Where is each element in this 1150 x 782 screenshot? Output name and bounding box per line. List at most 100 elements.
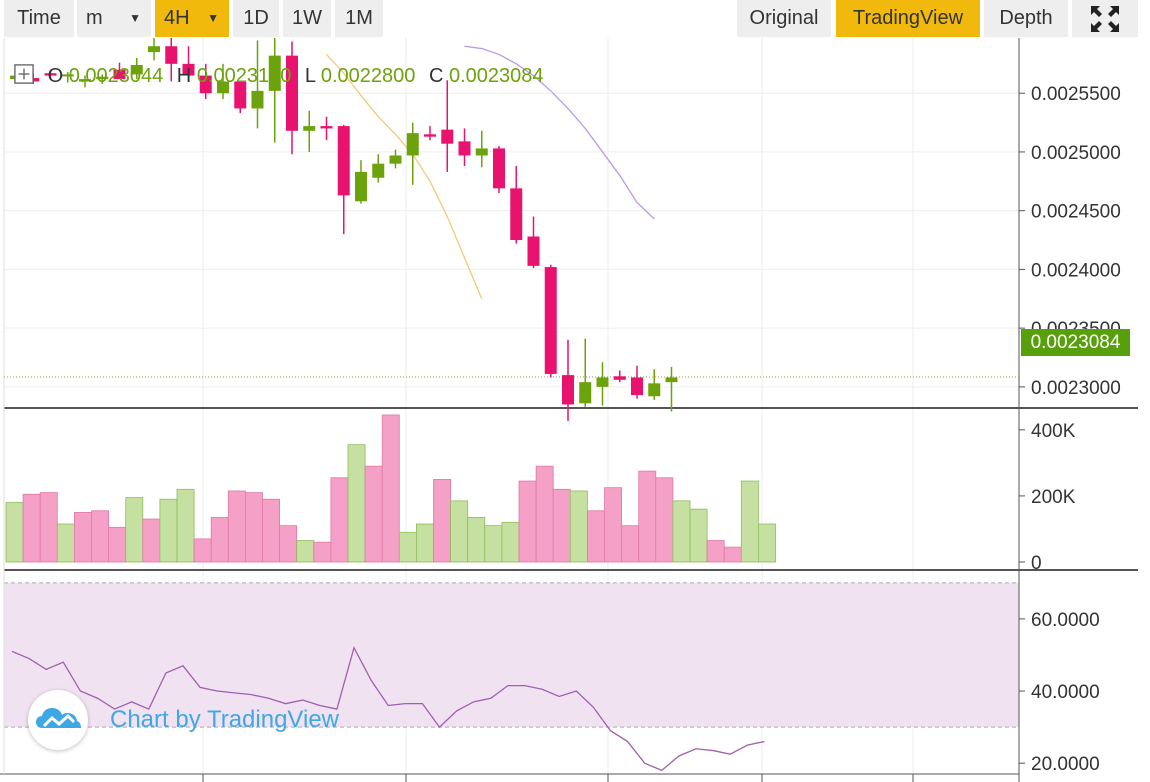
candle-body <box>234 81 247 109</box>
candle-body <box>303 126 316 131</box>
volume-bar <box>672 500 691 563</box>
open-value: 0.0023044 <box>68 65 164 87</box>
expand-icon <box>1091 6 1119 32</box>
volume-tick-label: 400K <box>1031 421 1076 442</box>
volume-bar <box>227 490 246 563</box>
view-original-button[interactable]: Original <box>737 0 831 37</box>
interval-label: 4H <box>164 7 190 29</box>
minute-label: m <box>86 7 103 29</box>
candle <box>372 154 385 183</box>
volume-bar <box>296 540 315 563</box>
volume-bar <box>381 414 400 563</box>
time-button[interactable]: Time <box>4 0 74 37</box>
candle-body <box>579 382 592 404</box>
volume-bar <box>740 480 759 563</box>
candle-body <box>441 129 454 144</box>
candle <box>458 128 471 167</box>
volume-bar <box>74 512 92 563</box>
minute-dropdown[interactable]: m ▼ <box>77 0 151 37</box>
candle <box>424 126 436 141</box>
view-tradingview-button[interactable]: TradingView <box>836 0 980 37</box>
rsi-tick-label: 40.0000 <box>1031 682 1100 703</box>
interval-1d-button[interactable]: 1D <box>233 0 279 37</box>
candle-body <box>544 267 557 374</box>
price-tick-label: 0.0023000 <box>1031 378 1121 399</box>
candle <box>251 40 264 129</box>
candle-body <box>458 141 471 156</box>
volume-bar <box>723 546 742 563</box>
view-depth-button[interactable]: Depth <box>984 0 1068 37</box>
candle <box>475 130 488 168</box>
ma-slow-line <box>464 45 655 220</box>
price-tick-label: 0.0024000 <box>1031 260 1121 281</box>
candle <box>165 38 178 82</box>
volume-tick-label: 0 <box>1031 553 1042 574</box>
volume-bar <box>279 525 298 563</box>
interval-dropdown[interactable]: 4H ▼ <box>155 0 229 37</box>
candle-body <box>182 63 195 76</box>
candle-body <box>389 155 402 164</box>
volume-bar <box>313 541 332 563</box>
volume-tick-label: 200K <box>1031 487 1076 508</box>
volume-bar <box>193 538 212 563</box>
candle <box>441 80 454 172</box>
volume-bar <box>210 516 229 563</box>
candle-body <box>475 148 488 156</box>
volume-bar <box>142 518 161 563</box>
volume-bar <box>330 477 349 563</box>
candle-body <box>79 79 91 82</box>
candle <box>406 122 419 185</box>
candle-body <box>510 188 523 241</box>
candle <box>44 69 57 80</box>
volume-bar <box>22 493 41 563</box>
candle-body <box>372 163 385 178</box>
rsi-band-fill <box>4 582 1019 728</box>
trading-chart[interactable]: 0.0025500 0.0025000 0.0024500 0.0024000 0.00… <box>0 38 1150 782</box>
volume-bar <box>569 490 588 563</box>
volume-bar <box>56 523 75 563</box>
low-label: L <box>304 65 316 87</box>
plus-square-icon[interactable] <box>14 64 34 84</box>
candle <box>61 72 74 83</box>
candle-body <box>251 90 264 109</box>
fullscreen-button[interactable] <box>1072 0 1138 37</box>
volume-bar <box>39 492 58 563</box>
volume-bar <box>638 470 657 563</box>
volume-bar <box>604 487 623 563</box>
volume-bar <box>415 523 434 563</box>
interval-1m-button[interactable]: 1M <box>335 0 383 37</box>
high-value: 0.0023170 <box>196 65 292 87</box>
candle <box>130 57 143 80</box>
candle <box>613 370 626 383</box>
candle <box>631 365 643 399</box>
open-label: O <box>47 65 64 87</box>
candle <box>493 146 505 194</box>
low-value: 0.0022800 <box>320 65 416 87</box>
candle <box>527 216 540 269</box>
interval-1w-button[interactable]: 1W <box>283 0 331 37</box>
candle <box>96 74 109 84</box>
candle-body <box>130 65 143 75</box>
candle <box>337 124 350 235</box>
candle-body <box>165 46 178 64</box>
watermark-text: Chart by TradingView <box>110 706 340 733</box>
volume-bar <box>262 498 281 563</box>
current-price-tag: 0.0023084 <box>1021 329 1130 356</box>
candle <box>665 366 678 412</box>
candle <box>113 62 126 80</box>
candle <box>182 46 195 82</box>
candle <box>79 75 91 88</box>
candle <box>355 160 367 204</box>
candle-body <box>148 46 160 53</box>
tradingview-cloud-icon <box>36 708 81 728</box>
candle-body <box>562 375 574 405</box>
volume-bar <box>364 465 383 563</box>
volume-bar <box>689 508 708 563</box>
close-value: 0.0023084 <box>449 65 544 87</box>
candle <box>596 362 609 406</box>
candle-body <box>113 69 126 80</box>
candle-body <box>648 383 661 397</box>
volume-bar <box>244 492 263 563</box>
volume-bar <box>347 444 366 563</box>
rsi-line <box>11 646 765 772</box>
